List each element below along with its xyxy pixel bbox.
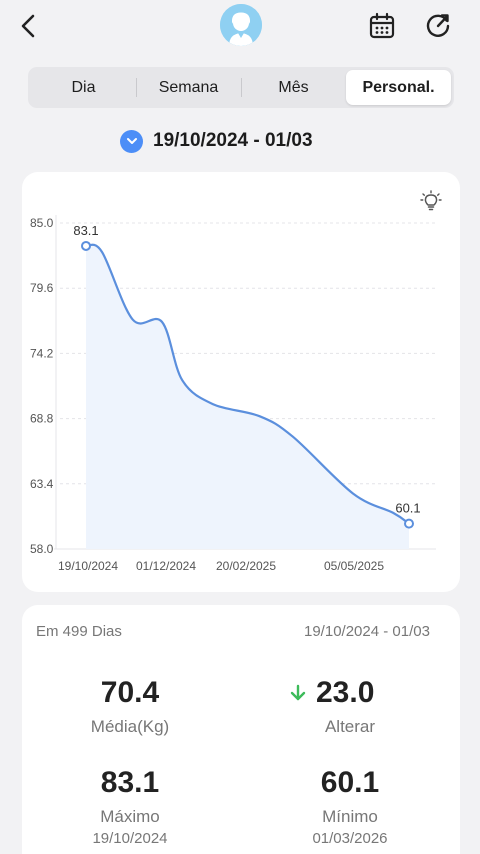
max-label: Máximo <box>100 807 160 826</box>
refresh-arrow-icon <box>426 14 450 37</box>
period-range-label: 19/10/2024 - 01/03 <box>304 623 430 640</box>
back-button[interactable] <box>14 10 46 42</box>
average-label: Média(Kg) <box>90 717 170 736</box>
change-label: Alterar <box>324 717 376 736</box>
stats-card <box>22 605 460 854</box>
arrow-down-icon <box>290 684 306 701</box>
tab-custom[interactable]: Personal. <box>346 70 451 105</box>
min-value: 60.1 <box>320 766 380 799</box>
tab-day[interactable]: Dia <box>71 78 96 96</box>
average-value: 70.4 <box>100 676 160 709</box>
period-days-label: Em 499 Dias <box>36 623 122 640</box>
period-tabs: Dia Semana Mês Personal. <box>28 67 454 108</box>
calendar-button[interactable] <box>366 10 398 42</box>
top-bar <box>0 0 480 56</box>
change-value: 23.0 <box>316 676 375 709</box>
avatar[interactable] <box>220 4 262 46</box>
max-date: 19/10/2024 <box>92 830 168 847</box>
chevron-down-icon <box>120 129 143 153</box>
share-button[interactable] <box>422 10 454 42</box>
tip-button[interactable] <box>420 190 442 212</box>
lightbulb-icon <box>420 190 442 211</box>
max-value: 83.1 <box>100 766 160 799</box>
chevron-left-icon <box>21 14 35 38</box>
tab-week[interactable]: Semana <box>136 70 241 105</box>
tab-month[interactable]: Mês <box>241 70 346 105</box>
date-range-selector[interactable]: 19/10/2024 - 01/03 <box>120 127 313 155</box>
min-label: Mínimo <box>322 807 378 826</box>
user-avatar-icon <box>220 4 262 46</box>
date-range-label: 19/10/2024 - 01/03 <box>153 130 313 151</box>
min-date: 01/03/2026 <box>312 830 388 847</box>
calendar-icon <box>369 12 395 39</box>
change-value-wrap: 23.0 <box>288 676 374 710</box>
chart-card <box>22 172 460 592</box>
